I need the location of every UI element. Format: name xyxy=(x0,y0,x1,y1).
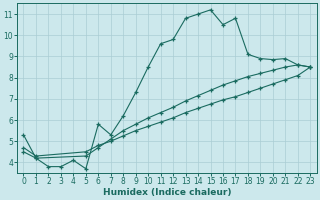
X-axis label: Humidex (Indice chaleur): Humidex (Indice chaleur) xyxy=(103,188,231,197)
